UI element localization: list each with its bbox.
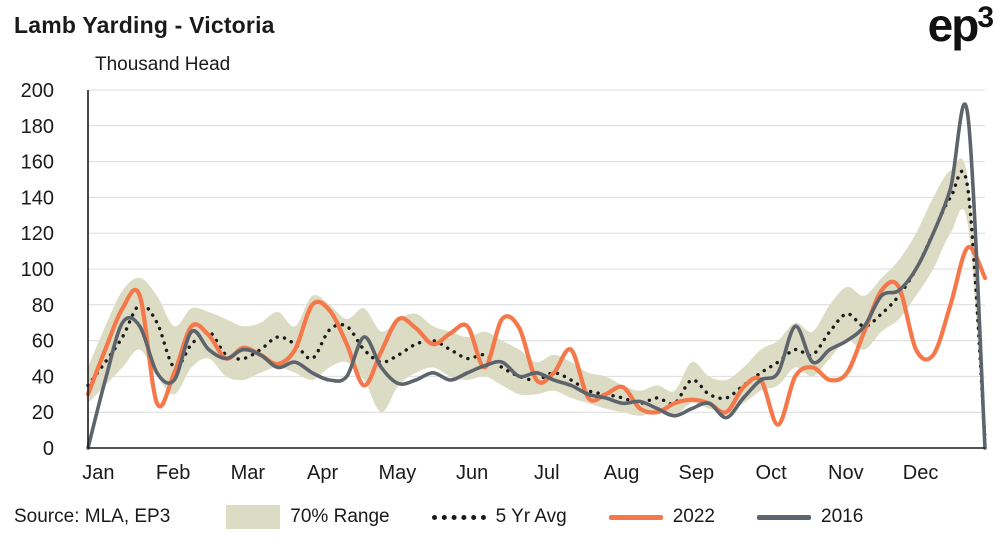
svg-text:0: 0: [43, 438, 54, 460]
legend-item-2016: 2016: [757, 506, 863, 528]
svg-text:Nov: Nov: [828, 462, 864, 484]
legend: 70% Range 5 Yr Avg 2022 2016: [226, 505, 863, 529]
svg-text:Jul: Jul: [534, 462, 560, 484]
line-2016-swatch: [757, 514, 812, 520]
svg-text:Feb: Feb: [156, 462, 190, 484]
svg-text:180: 180: [21, 116, 54, 138]
chart-footer: Source: MLA, EP3 70% Range 5 Yr Avg 2022…: [0, 499, 1006, 535]
legend-label-range: 70% Range: [290, 506, 390, 527]
svg-text:60: 60: [32, 331, 54, 353]
svg-text:May: May: [378, 462, 416, 484]
chart-header: Lamb Yarding - Victoria ep3: [0, 0, 1006, 64]
ep3-logo-text: ep: [927, 0, 980, 51]
svg-text:Aug: Aug: [604, 462, 640, 484]
legend-label-2016: 2016: [821, 506, 864, 527]
svg-text:Jan: Jan: [82, 462, 114, 484]
ep3-logo-sup: 3: [977, 1, 994, 34]
legend-item-2022: 2022: [608, 506, 716, 528]
svg-text:160: 160: [21, 152, 54, 174]
legend-item-70pct-range: 70% Range: [226, 505, 390, 529]
source-note: Source: MLA, EP3: [14, 506, 171, 527]
svg-text:Jun: Jun: [456, 462, 488, 484]
svg-text:Mar: Mar: [231, 462, 266, 484]
legend-label-avg: 5 Yr Avg: [495, 506, 567, 527]
line-2022-swatch: [608, 514, 663, 520]
svg-text:200: 200: [21, 80, 54, 102]
ep3-logo: ep3: [928, 2, 994, 48]
legend-item-5yr-avg: 5 Yr Avg: [431, 506, 567, 528]
chart-title: Lamb Yarding - Victoria: [14, 12, 275, 38]
svg-text:140: 140: [21, 187, 54, 209]
chart-svg: 0 20 40 60 80 100 120 140 160 180 200 Jan Feb Mar Apr M…: [21, 80, 988, 484]
svg-text:100: 100: [21, 259, 54, 281]
svg-text:Apr: Apr: [307, 462, 338, 484]
svg-text:Oct: Oct: [756, 462, 788, 484]
avg-dotted-swatch: [431, 514, 486, 520]
svg-text:80: 80: [32, 295, 54, 317]
range-band-swatch: [226, 505, 281, 529]
svg-text:Sep: Sep: [679, 462, 715, 484]
legend-label-2022: 2022: [672, 506, 716, 527]
svg-text:120: 120: [21, 223, 54, 245]
svg-text:20: 20: [32, 402, 54, 424]
svg-text:40: 40: [32, 366, 54, 388]
svg-text:Dec: Dec: [903, 462, 939, 484]
y-axis-unit-label: Thousand Head: [95, 54, 231, 75]
